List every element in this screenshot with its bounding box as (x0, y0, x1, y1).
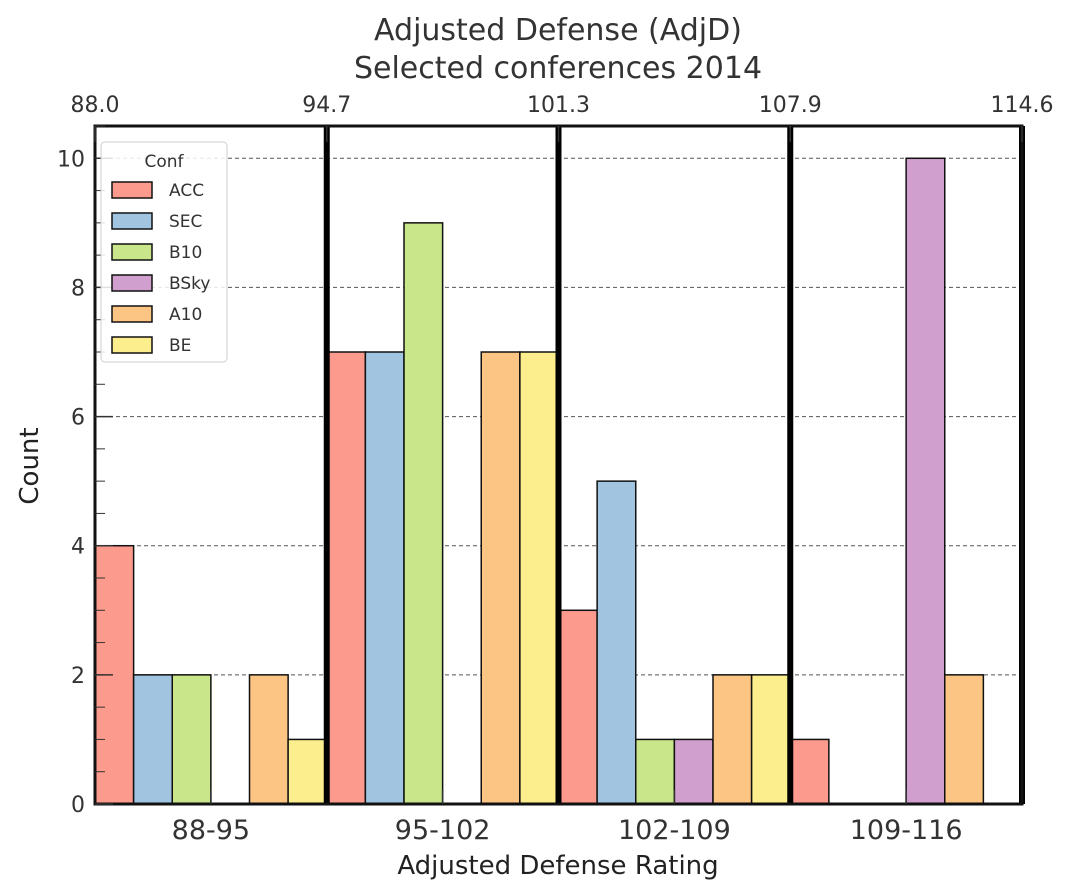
legend: Conf ACC SEC B10 BSky A10 BE (100, 141, 228, 363)
y-tick-label: 6 (71, 406, 85, 431)
bar-a10-102-109 (712, 674, 753, 805)
legend-title: Conf (144, 152, 184, 172)
legend-swatch-b10 (111, 243, 153, 261)
bar-sec-95-102 (364, 351, 405, 805)
top-tick-label: 94.7 (302, 93, 351, 118)
bar-b10-95-102 (403, 222, 444, 805)
bar-sec-102-109 (596, 480, 637, 805)
bar-a10-95-102 (480, 351, 521, 805)
bar-bsky-109-116 (905, 157, 946, 805)
top-tick-label: 107.9 (759, 93, 822, 118)
x-category-label: 95-102 (395, 815, 491, 846)
bar-a10-109-116 (944, 674, 985, 805)
legend-items: ACC SEC B10 BSky A10 BE (111, 181, 210, 356)
x-category-label: 88-95 (172, 815, 250, 846)
top-tick-label: 101.3 (527, 93, 590, 118)
y-tick-label: 10 (57, 147, 85, 172)
y-tick-label: 0 (71, 793, 85, 818)
bar-acc-102-109 (557, 609, 598, 805)
top-axis-ticks: 88.0 94.7 101.3 107.9 114.6 (71, 93, 1054, 142)
legend-label-sec: SEC (169, 212, 202, 232)
bar-bsky-102-109 (673, 738, 714, 805)
legend-label-acc: ACC (169, 181, 204, 201)
legend-swatch-be (111, 336, 153, 354)
legend-swatch-bsky (111, 274, 153, 292)
legend-label-b10: B10 (169, 243, 202, 263)
x-axis-categories: 88-95 95-102 102-109 109-116 (172, 790, 963, 846)
y-tick-label: 4 (71, 535, 85, 560)
legend-swatch-a10 (111, 305, 153, 323)
legend-label-bsky: BSky (169, 274, 210, 294)
bar-acc-109-116 (789, 738, 830, 805)
y-axis-label: Count (15, 427, 45, 504)
chart-title: Adjusted Defense (AdjD) (374, 13, 742, 48)
top-tick-label: 88.0 (71, 93, 120, 118)
bar-be-88-95 (287, 738, 328, 805)
chart-subtitle: Selected conferences 2014 (354, 51, 762, 86)
legend-swatch-acc (111, 181, 153, 199)
legend-swatch-sec (111, 212, 153, 230)
bars (94, 157, 985, 805)
bar-b10-88-95 (171, 674, 212, 805)
x-category-label: 102-109 (618, 815, 731, 846)
top-tick-label: 114.6 (991, 93, 1054, 118)
x-category-label: 109-116 (850, 815, 963, 846)
bar-acc-95-102 (326, 351, 367, 805)
y-tick-label: 2 (71, 664, 85, 689)
bar-a10-88-95 (248, 674, 289, 805)
bar-be-102-109 (750, 674, 791, 805)
legend-label-a10: A10 (169, 305, 202, 325)
y-tick-label: 8 (71, 276, 85, 301)
bar-be-95-102 (519, 351, 560, 805)
legend-label-be: BE (169, 336, 191, 356)
y-axis-ticks: 0 2 4 6 8 10 (57, 125, 113, 818)
x-axis-label: Adjusted Defense Rating (397, 851, 718, 881)
bar-b10-102-109 (635, 738, 676, 805)
bar-sec-88-95 (132, 674, 173, 805)
